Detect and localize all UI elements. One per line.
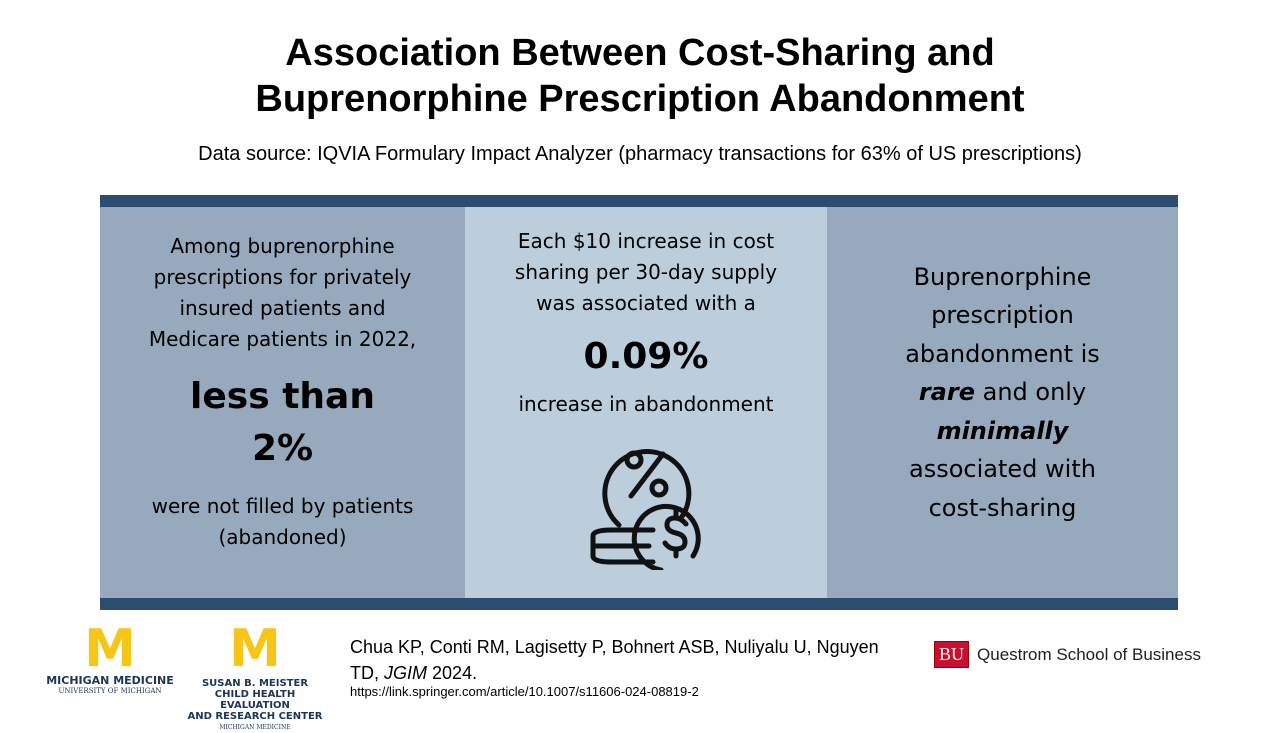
title-line-1: Association Between Cost-Sharing and xyxy=(285,32,995,74)
bu-mark: BU xyxy=(934,641,970,668)
citation-year: 2024. xyxy=(432,663,478,683)
right-text-1: Buprenorphine prescription abandonment i… xyxy=(905,262,1100,368)
middle-outro: increase in abandonment xyxy=(518,392,774,416)
right-minimally: minimally xyxy=(936,416,1069,445)
right-text-2: and only xyxy=(982,378,1087,407)
citation-journal: JGIM xyxy=(384,663,428,683)
right-statement: Buprenorphine prescription abandonment i… xyxy=(893,258,1113,528)
logo-m: M xyxy=(229,619,281,679)
panel-left: Among buprenorphine prescriptions for pr… xyxy=(100,207,465,598)
left-intro: Among buprenorphine prescriptions for pr… xyxy=(148,234,417,351)
top-bar xyxy=(100,195,1178,207)
left-big-1: less than xyxy=(190,376,375,417)
logo-line-1: SUSAN B. MEISTER xyxy=(201,678,309,689)
left-outro: were not filled by patients (abandoned) xyxy=(151,494,414,549)
right-rare: rare xyxy=(918,378,975,407)
middle-intro: Each $10 increase in cost sharing per 30… xyxy=(514,229,778,315)
logo-m: M xyxy=(84,619,136,679)
page-title: Association Between Cost-Sharing and Bup… xyxy=(0,30,1280,122)
panel-middle: Each $10 increase in cost sharing per 30… xyxy=(465,207,827,598)
bu-name: Questrom School of Business xyxy=(977,644,1201,664)
citation: Chua KP, Conti RM, Lagisetty P, Bohnert … xyxy=(350,634,910,686)
percent-coins-dollar-icon xyxy=(590,449,701,570)
right-text-3: associated with cost-sharing xyxy=(909,455,1096,522)
data-source: Data source: IQVIA Formulary Impact Anal… xyxy=(198,143,1082,165)
citation-authors: Chua KP, Conti RM, Lagisetty P, Bohnert … xyxy=(350,637,879,683)
left-big-2: 2% xyxy=(251,428,314,469)
bottom-bar xyxy=(100,598,1178,610)
citation-link[interactable]: https://link.springer.com/article/10.100… xyxy=(350,684,699,699)
meister-center-logo: M SUSAN B. MEISTER CHILD HEALTH EVALUATI… xyxy=(185,619,325,733)
michigan-medicine-logo: M MICHIGAN MEDICINE UNIVERSITY OF MICHIG… xyxy=(45,619,175,695)
logo-sub: MICHIGAN MEDICINE xyxy=(219,724,291,731)
logo-sub: UNIVERSITY OF MICHIGAN xyxy=(58,687,162,695)
middle-big: 0.09% xyxy=(583,336,709,377)
bu-questrom-logo: BU Questrom School of Business xyxy=(934,641,1201,668)
logo-line-2: CHILD HEALTH EVALUATION xyxy=(214,689,296,711)
logo-name: MICHIGAN MEDICINE xyxy=(46,674,174,687)
title-line-2: Buprenorphine Prescription Abandonment xyxy=(255,78,1025,120)
panel-right: Buprenorphine prescription abandonment i… xyxy=(827,207,1178,598)
logo-line-3: AND RESEARCH CENTER xyxy=(187,711,323,722)
